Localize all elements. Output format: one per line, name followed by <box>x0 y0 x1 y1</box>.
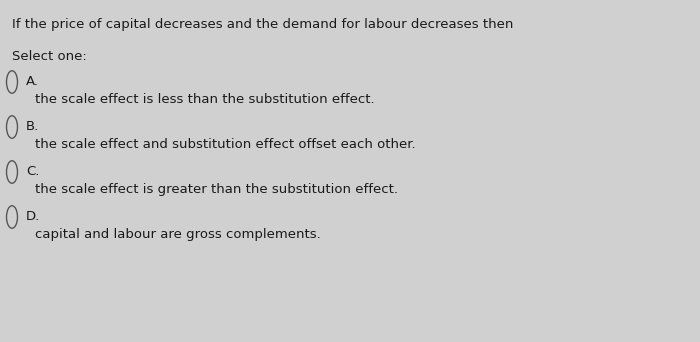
Text: C.: C. <box>26 165 39 178</box>
Text: the scale effect and substitution effect offset each other.: the scale effect and substitution effect… <box>35 138 416 151</box>
Text: the scale effect is less than the substitution effect.: the scale effect is less than the substi… <box>35 93 375 106</box>
Text: capital and labour are gross complements.: capital and labour are gross complements… <box>35 228 321 241</box>
Text: B.: B. <box>26 120 39 133</box>
Text: D.: D. <box>26 210 41 223</box>
Text: Select one:: Select one: <box>12 50 87 63</box>
Text: the scale effect is greater than the substitution effect.: the scale effect is greater than the sub… <box>35 183 398 196</box>
Text: A.: A. <box>26 75 39 88</box>
Text: If the price of capital decreases and the demand for labour decreases then: If the price of capital decreases and th… <box>12 18 513 31</box>
